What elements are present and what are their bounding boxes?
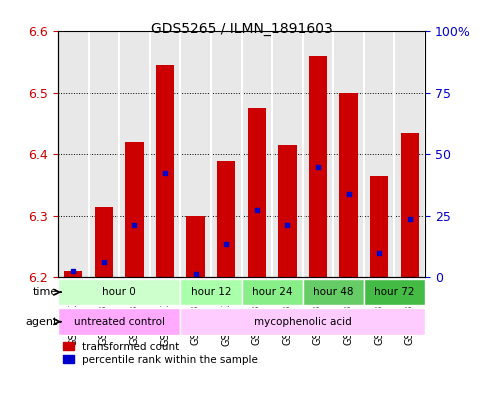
Bar [95,207,113,277]
Text: mycophenolic acid: mycophenolic acid [254,317,352,327]
Text: untreated control: untreated control [73,317,165,327]
Text: agent: agent [26,317,58,327]
Bar [186,216,205,277]
Text: hour 48: hour 48 [313,287,354,297]
FancyBboxPatch shape [58,309,180,335]
Text: GDS5265 / ILMN_1891603: GDS5265 / ILMN_1891603 [151,22,332,36]
Legend: transformed count, percentile rank within the sample: transformed count, percentile rank withi… [63,342,258,365]
FancyBboxPatch shape [180,309,425,335]
Text: time: time [33,287,58,297]
Text: hour 12: hour 12 [191,287,231,297]
FancyBboxPatch shape [303,279,364,305]
Bar [64,271,83,277]
Bar [217,161,235,277]
FancyBboxPatch shape [58,279,180,305]
FancyBboxPatch shape [242,279,303,305]
Bar [125,142,143,277]
Bar [340,93,358,277]
Bar [156,65,174,277]
Bar [400,133,419,277]
Text: hour 24: hour 24 [252,287,292,297]
Bar [309,56,327,277]
Bar [248,108,266,277]
Text: hour 0: hour 0 [102,287,136,297]
FancyBboxPatch shape [364,279,425,305]
Text: hour 72: hour 72 [374,287,415,297]
Bar [370,176,388,277]
Bar [278,145,297,277]
FancyBboxPatch shape [180,279,242,305]
